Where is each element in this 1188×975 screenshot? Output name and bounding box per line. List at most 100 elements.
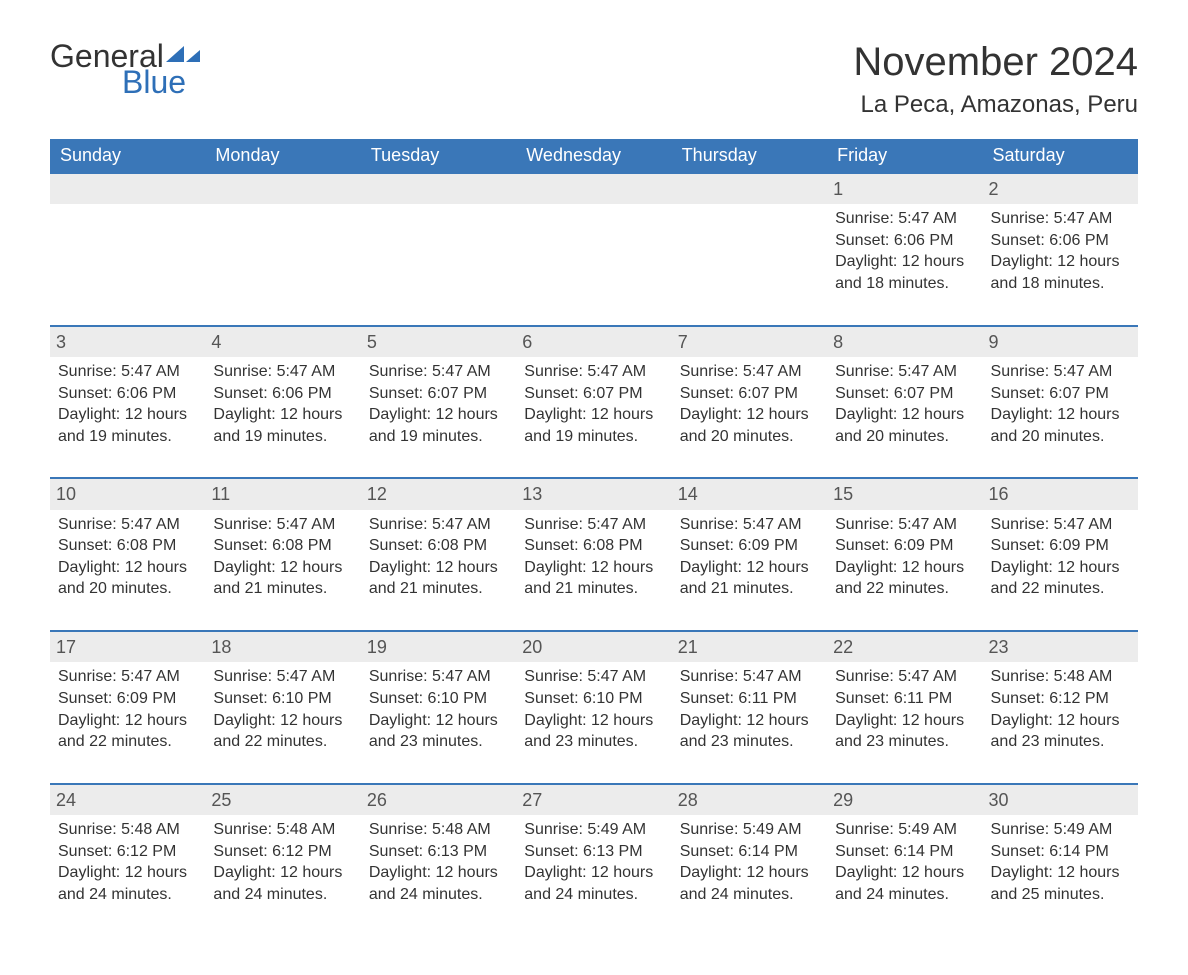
day-daylight2: and 21 minutes. xyxy=(213,578,352,600)
column-header: Monday xyxy=(205,139,360,173)
title-block: November 2024 La Peca, Amazonas, Peru xyxy=(853,40,1138,119)
column-header: Wednesday xyxy=(516,139,671,173)
day-number: 18 xyxy=(205,632,360,662)
day-daylight1: Daylight: 12 hours xyxy=(991,862,1130,884)
day-sunset: Sunset: 6:09 PM xyxy=(835,535,974,557)
day-number: 30 xyxy=(983,785,1138,815)
day-number: 23 xyxy=(983,632,1138,662)
day-number: 21 xyxy=(672,632,827,662)
day-number: 1 xyxy=(827,174,982,204)
day-daylight2: and 22 minutes. xyxy=(213,731,352,753)
day-sunrise: Sunrise: 5:47 AM xyxy=(835,514,974,536)
day-number: 24 xyxy=(50,785,205,815)
day-number: 7 xyxy=(672,327,827,357)
day-sunset: Sunset: 6:07 PM xyxy=(369,383,508,405)
day-daylight1: Daylight: 12 hours xyxy=(835,404,974,426)
calendar-day-cell: 13Sunrise: 5:47 AMSunset: 6:08 PMDayligh… xyxy=(516,478,671,631)
calendar-day-cell: 25Sunrise: 5:48 AMSunset: 6:12 PMDayligh… xyxy=(205,784,360,936)
day-daylight1: Daylight: 12 hours xyxy=(991,557,1130,579)
day-number xyxy=(672,174,827,204)
day-daylight1: Daylight: 12 hours xyxy=(524,404,663,426)
day-sunrise: Sunrise: 5:47 AM xyxy=(58,666,197,688)
brand-logo: General Blue xyxy=(50,40,200,98)
day-number: 6 xyxy=(516,327,671,357)
page-header: General Blue November 2024 La Peca, Amaz… xyxy=(50,40,1138,119)
day-daylight1: Daylight: 12 hours xyxy=(835,557,974,579)
day-sunrise: Sunrise: 5:49 AM xyxy=(991,819,1130,841)
day-number: 10 xyxy=(50,479,205,509)
day-number xyxy=(516,174,671,204)
day-sunset: Sunset: 6:12 PM xyxy=(213,841,352,863)
day-sunrise: Sunrise: 5:47 AM xyxy=(680,666,819,688)
day-sunset: Sunset: 6:07 PM xyxy=(524,383,663,405)
day-number xyxy=(50,174,205,204)
brand-word2: Blue xyxy=(122,66,200,98)
day-sunset: Sunset: 6:10 PM xyxy=(369,688,508,710)
day-daylight2: and 24 minutes. xyxy=(369,884,508,906)
day-daylight1: Daylight: 12 hours xyxy=(58,710,197,732)
day-daylight2: and 25 minutes. xyxy=(991,884,1130,906)
calendar-day-cell: 18Sunrise: 5:47 AMSunset: 6:10 PMDayligh… xyxy=(205,631,360,784)
calendar-day-cell xyxy=(205,173,360,326)
day-daylight2: and 22 minutes. xyxy=(58,731,197,753)
calendar-day-cell: 27 Sunrise: 5:49 AMSunset: 6:13 PMDayligh… xyxy=(516,784,671,936)
day-number: 4 xyxy=(205,327,360,357)
day-daylight2: and 23 minutes. xyxy=(524,731,663,753)
day-number: 5 xyxy=(361,327,516,357)
day-daylight1: Daylight: 12 hours xyxy=(213,404,352,426)
day-sunset: Sunset: 6:07 PM xyxy=(991,383,1130,405)
day-daylight2: and 20 minutes. xyxy=(991,426,1130,448)
calendar-day-cell: 29Sunrise: 5:49 AMSunset: 6:14 PMDayligh… xyxy=(827,784,982,936)
day-daylight2: and 23 minutes. xyxy=(369,731,508,753)
day-daylight1: Daylight: 12 hours xyxy=(213,557,352,579)
day-daylight1: Daylight: 12 hours xyxy=(369,557,508,579)
calendar-day-cell: 28Sunrise: 5:49 AMSunset: 6:14 PMDayligh… xyxy=(672,784,827,936)
day-sunrise: Sunrise: 5:47 AM xyxy=(835,361,974,383)
day-daylight1: Daylight: 12 hours xyxy=(680,404,819,426)
calendar-day-cell: 11Sunrise: 5:47 AMSunset: 6:08 PMDayligh… xyxy=(205,478,360,631)
calendar-day-cell: 3Sunrise: 5:47 AMSunset: 6:06 PMDaylight… xyxy=(50,326,205,479)
day-daylight1: Daylight: 12 hours xyxy=(524,862,663,884)
day-sunrise: Sunrise: 5:47 AM xyxy=(58,514,197,536)
day-sunrise: Sunrise: 5:49 AM xyxy=(524,819,663,841)
day-sunrise: Sunrise: 5:47 AM xyxy=(680,361,819,383)
calendar-day-cell: 2Sunrise: 5:47 AMSunset: 6:06 PMDaylight… xyxy=(983,173,1138,326)
day-daylight2: and 20 minutes. xyxy=(680,426,819,448)
day-sunrise: Sunrise: 5:47 AM xyxy=(213,666,352,688)
day-sunset: Sunset: 6:06 PM xyxy=(58,383,197,405)
calendar-day-cell: 21Sunrise: 5:47 AMSunset: 6:11 PMDayligh… xyxy=(672,631,827,784)
day-daylight2: and 19 minutes. xyxy=(369,426,508,448)
day-number: 27 xyxy=(516,785,671,815)
day-sunset: Sunset: 6:13 PM xyxy=(524,841,663,863)
day-daylight1: Daylight: 12 hours xyxy=(213,862,352,884)
column-header: Sunday xyxy=(50,139,205,173)
calendar-day-cell xyxy=(361,173,516,326)
location-subtitle: La Peca, Amazonas, Peru xyxy=(853,91,1138,119)
day-sunset: Sunset: 6:14 PM xyxy=(991,841,1130,863)
day-sunset: Sunset: 6:13 PM xyxy=(369,841,508,863)
day-number: 20 xyxy=(516,632,671,662)
column-header: Friday xyxy=(827,139,982,173)
day-daylight1: Daylight: 12 hours xyxy=(680,710,819,732)
day-sunrise: Sunrise: 5:49 AM xyxy=(835,819,974,841)
day-daylight2: and 21 minutes. xyxy=(680,578,819,600)
day-daylight1: Daylight: 12 hours xyxy=(369,862,508,884)
day-daylight2: and 23 minutes. xyxy=(835,731,974,753)
calendar-week-row: 3Sunrise: 5:47 AMSunset: 6:06 PMDaylight… xyxy=(50,326,1138,479)
day-daylight2: and 22 minutes. xyxy=(835,578,974,600)
calendar-day-cell: 10Sunrise: 5:47 AMSunset: 6:08 PMDayligh… xyxy=(50,478,205,631)
calendar-day-cell: 22Sunrise: 5:47 AMSunset: 6:11 PMDayligh… xyxy=(827,631,982,784)
calendar-day-cell xyxy=(516,173,671,326)
day-sunrise: Sunrise: 5:47 AM xyxy=(369,361,508,383)
day-daylight1: Daylight: 12 hours xyxy=(835,710,974,732)
day-daylight2: and 19 minutes. xyxy=(58,426,197,448)
day-sunrise: Sunrise: 5:47 AM xyxy=(58,361,197,383)
calendar-day-cell xyxy=(672,173,827,326)
column-header: Saturday xyxy=(983,139,1138,173)
day-sunrise: Sunrise: 5:47 AM xyxy=(991,514,1130,536)
day-sunrise: Sunrise: 5:47 AM xyxy=(213,514,352,536)
calendar-day-cell: 17Sunrise: 5:47 AMSunset: 6:09 PMDayligh… xyxy=(50,631,205,784)
calendar-week-row: 1Sunrise: 5:47 AMSunset: 6:06 PMDaylight… xyxy=(50,173,1138,326)
day-sunrise: Sunrise: 5:47 AM xyxy=(680,514,819,536)
day-sunset: Sunset: 6:09 PM xyxy=(991,535,1130,557)
